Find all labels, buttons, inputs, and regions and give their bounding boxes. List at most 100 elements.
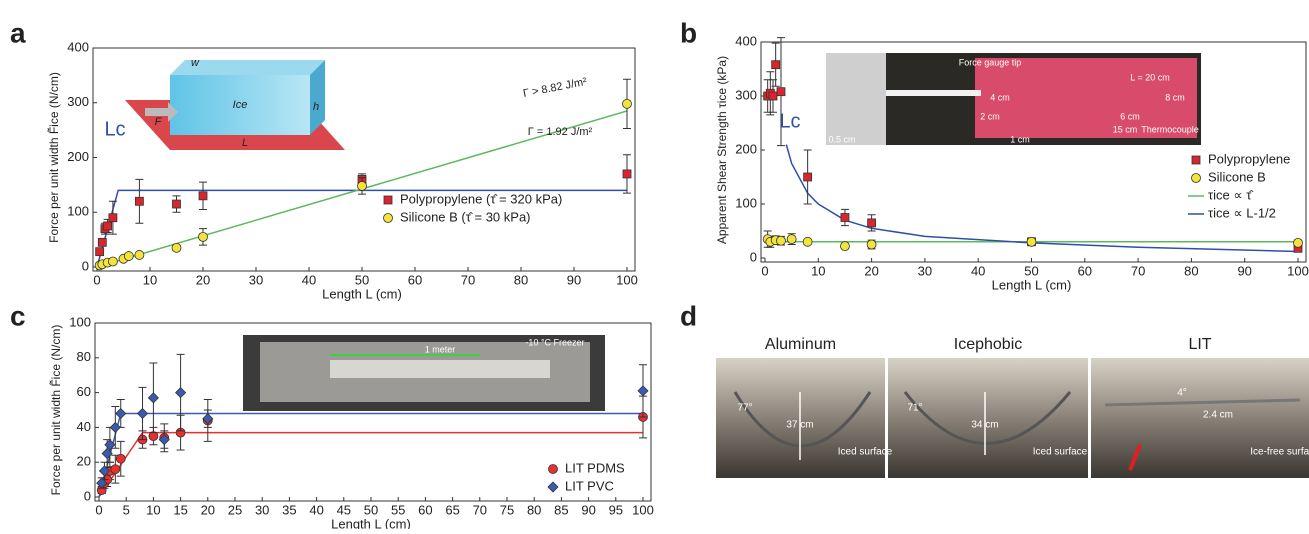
marker xyxy=(786,234,797,245)
inset-label: Thermocouple xyxy=(1141,124,1199,134)
y-tick-label: 400 xyxy=(67,39,89,54)
x-tick-label: 5 xyxy=(123,502,130,517)
marker xyxy=(101,447,113,460)
x-tick-label: 100 xyxy=(632,502,654,517)
marker xyxy=(115,407,127,420)
legend-label: Silicone B (τ̂ = 30 kPa) xyxy=(400,209,531,224)
x-tick-label: 30 xyxy=(255,502,269,517)
x-tick-label: 100 xyxy=(1287,263,1309,278)
x-tick-label: 30 xyxy=(249,272,263,287)
y-tick-label: 60 xyxy=(77,384,91,399)
marker xyxy=(802,236,813,247)
plot-frame xyxy=(94,322,652,502)
marker xyxy=(104,439,116,451)
marker xyxy=(1191,173,1201,183)
annotation: Γ > 8.82 J/m² xyxy=(522,76,588,100)
inset-label: 8 cm xyxy=(1165,92,1185,102)
x-tick-label: 0 xyxy=(93,272,100,287)
fit-line xyxy=(785,144,1299,253)
marker xyxy=(109,421,121,433)
x-tick-label: 60 xyxy=(408,272,422,287)
marker xyxy=(134,196,144,206)
inset-label: Ice xyxy=(233,99,248,111)
y-tick-label: 0 xyxy=(84,488,91,503)
photo-label: 34 cm xyxy=(971,420,998,431)
x-tick-label: 40 xyxy=(302,272,316,287)
legend-label: Polypropylene xyxy=(1208,151,1290,166)
photos xyxy=(716,358,1309,478)
y-tick-label: 0 xyxy=(82,258,89,273)
inset-label: 1 cm xyxy=(1010,134,1030,144)
photo-title: LIT xyxy=(1188,336,1211,353)
y-tick-label: 200 xyxy=(67,149,89,164)
y-tick-label: 100 xyxy=(67,204,89,219)
marker xyxy=(768,91,778,101)
photo-label: 71° xyxy=(907,403,922,414)
y-tick-label: 400 xyxy=(735,33,757,48)
y-tick-label: 300 xyxy=(67,94,89,109)
marker xyxy=(171,242,182,253)
marker xyxy=(776,235,786,246)
y-tick-label: 0 xyxy=(750,249,757,264)
x-tick-label: 80 xyxy=(1184,263,1198,278)
marker xyxy=(622,98,632,109)
x-tick-label: 70 xyxy=(461,272,475,287)
x-tick-label: 85 xyxy=(554,502,568,517)
y-tick-label: 200 xyxy=(735,141,757,156)
inset-label: 2 cm xyxy=(980,111,1000,121)
marker xyxy=(108,256,118,267)
x-tick-label: 30 xyxy=(918,263,932,278)
inset-label: 0.5 cm xyxy=(828,134,855,144)
y-axis-label: Force per unit width F̃ice (N/cm) xyxy=(48,325,63,496)
panel-label: a xyxy=(10,17,26,48)
marker xyxy=(134,250,145,260)
photo-label: 37 cm xyxy=(786,420,813,431)
marker xyxy=(158,434,170,446)
marker xyxy=(547,481,559,493)
panel-label: d xyxy=(680,300,697,331)
marker xyxy=(840,213,850,222)
y-tick-label: 100 xyxy=(69,314,91,329)
x-tick-label: 80 xyxy=(514,272,528,287)
photo-label: 4° xyxy=(1177,388,1187,399)
photo-label: Iced surface xyxy=(838,447,893,458)
marker xyxy=(103,221,112,231)
panel-label: b xyxy=(680,17,697,48)
x-axis-label: Length L (cm) xyxy=(331,516,411,529)
photo-title: Aluminum xyxy=(765,336,836,353)
x-tick-label: 10 xyxy=(143,272,157,287)
y-tick-label: 20 xyxy=(77,454,91,469)
marker xyxy=(803,172,813,182)
x-tick-label: 90 xyxy=(581,502,595,517)
x-tick-label: 55 xyxy=(391,502,405,517)
marker xyxy=(198,191,208,201)
marker xyxy=(622,169,632,179)
marker xyxy=(136,407,149,420)
photo-title: Icephobic xyxy=(954,336,1023,353)
x-tick-label: 20 xyxy=(196,272,210,287)
marker xyxy=(198,231,208,242)
x-tick-label: 70 xyxy=(473,502,487,517)
inset-label: 4 cm xyxy=(990,92,1010,102)
marker xyxy=(172,199,181,209)
marker xyxy=(776,87,786,97)
marker xyxy=(1191,155,1201,165)
y-tick-label: 100 xyxy=(735,195,757,210)
photo-label: Ice-free surface xyxy=(1250,447,1309,458)
x-tick-label: 95 xyxy=(609,502,623,517)
inset-label: h xyxy=(313,101,319,113)
inset-label: Force gauge tip xyxy=(959,57,1022,67)
legend-label: LIT PDMS xyxy=(565,460,625,475)
marker xyxy=(383,213,393,223)
marker xyxy=(96,477,108,489)
legend-label: LIT PVC xyxy=(565,478,614,493)
x-tick-label: 15 xyxy=(173,502,187,517)
x-tick-label: 40 xyxy=(309,502,323,517)
inset-label: 1 meter xyxy=(425,344,456,354)
y-tick-label: 40 xyxy=(77,419,91,434)
marker xyxy=(98,465,111,477)
x-tick-label: 65 xyxy=(445,502,459,517)
y-axis-label: Apparent Shear Strength τice (kPa) xyxy=(715,56,729,244)
inset-label: L xyxy=(242,137,248,149)
